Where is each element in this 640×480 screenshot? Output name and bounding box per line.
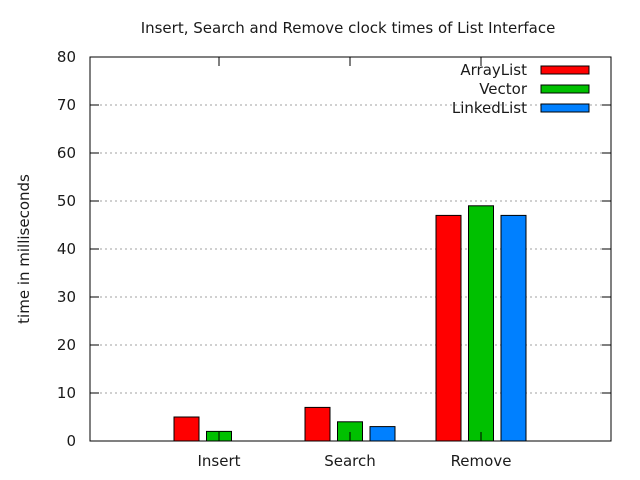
y-tick-label: 50 xyxy=(57,192,76,210)
y-tick-label: 10 xyxy=(57,384,76,402)
bar xyxy=(500,214,527,442)
y-tick-label: 40 xyxy=(57,240,76,258)
bar xyxy=(173,416,200,442)
y-tick-label: 20 xyxy=(57,336,76,354)
x-axis-ticks: Insert Search Remove xyxy=(197,57,511,470)
legend-label: Vector xyxy=(479,80,528,98)
y-tick-label: 0 xyxy=(66,432,76,450)
y-tick-label: 70 xyxy=(57,96,76,114)
bar xyxy=(369,426,396,442)
y-tick-label: 80 xyxy=(57,48,76,66)
x-tick-label: Search xyxy=(324,452,376,470)
grid-lines xyxy=(90,104,611,394)
x-tick-label: Insert xyxy=(197,452,240,470)
bar xyxy=(304,406,331,442)
y-tick-label: 30 xyxy=(57,288,76,306)
bar xyxy=(468,205,494,442)
y-tick-label: 60 xyxy=(57,144,76,162)
y-axis-ticks: 0 10 20 30 40 50 60 70 80 xyxy=(57,48,611,450)
chart-title: Insert, Search and Remove clock times of… xyxy=(141,19,556,37)
legend-label: LinkedList xyxy=(452,99,527,117)
y-axis-label: time in milliseconds xyxy=(15,174,33,324)
bars xyxy=(173,205,527,442)
legend-swatch xyxy=(540,103,590,113)
legend-swatch xyxy=(540,84,590,94)
legend-label: ArrayList xyxy=(460,61,527,79)
legend-swatch xyxy=(540,65,590,75)
x-tick-label: Remove xyxy=(451,452,512,470)
plot-frame xyxy=(89,56,612,442)
bar xyxy=(435,214,462,442)
